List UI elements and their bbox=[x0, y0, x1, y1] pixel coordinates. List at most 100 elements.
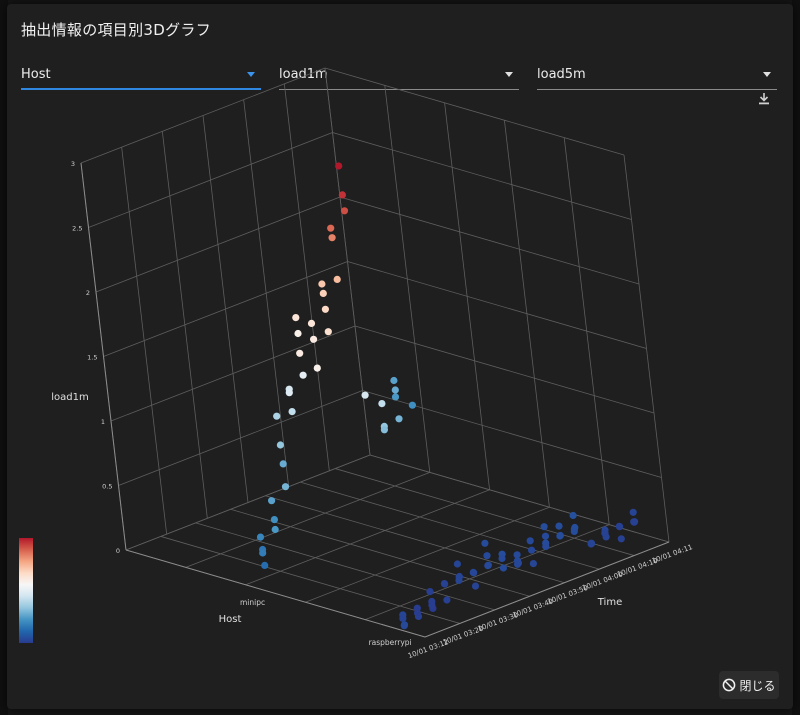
download-icon[interactable] bbox=[757, 92, 771, 106]
floor-grid-time bbox=[265, 495, 565, 584]
data-point bbox=[428, 601, 436, 609]
data-point bbox=[630, 518, 638, 526]
data-point bbox=[629, 508, 637, 516]
data-point bbox=[292, 314, 300, 322]
graph-dialog: 抽出情報の項目別3Dグラフ Host load1m load5m 閉じる bbox=[7, 4, 793, 709]
data-point bbox=[310, 335, 318, 343]
data-point bbox=[340, 207, 349, 215]
data-point bbox=[395, 415, 403, 423]
floor-grid-time bbox=[369, 454, 670, 543]
data-point bbox=[469, 568, 477, 577]
data-point bbox=[453, 560, 461, 568]
data-point bbox=[541, 532, 550, 540]
floor-grid-host bbox=[305, 506, 550, 603]
dialog-title: 抽出情報の項目別3Dグラフ bbox=[21, 21, 211, 39]
chevron-down-icon bbox=[505, 72, 513, 77]
data-point bbox=[471, 582, 480, 590]
data-point bbox=[271, 525, 279, 534]
z-tick-label: 0 bbox=[116, 547, 120, 555]
color-select[interactable]: load5m bbox=[537, 59, 777, 90]
time-axis-line bbox=[424, 541, 670, 638]
host-tick-label: minipc bbox=[240, 598, 265, 607]
data-point bbox=[259, 549, 267, 557]
data-point bbox=[570, 527, 578, 536]
floor-grid-host bbox=[245, 489, 490, 586]
data-point bbox=[484, 562, 492, 570]
x-axis-select-value: Host bbox=[21, 67, 51, 82]
data-point bbox=[276, 441, 284, 449]
floor-grid-host bbox=[125, 454, 371, 551]
floor-grid-time bbox=[300, 481, 600, 570]
sidewall-grid-horizontal bbox=[347, 261, 647, 349]
block-icon bbox=[723, 678, 736, 692]
data-point bbox=[268, 497, 276, 505]
floor-grid-time bbox=[230, 508, 530, 597]
data-point bbox=[324, 328, 332, 336]
z-tick-label: 3 bbox=[71, 160, 75, 168]
data-point bbox=[529, 560, 538, 568]
data-point bbox=[380, 426, 388, 434]
sidewall-grid-horizontal bbox=[324, 67, 625, 156]
sidewall-grid-horizontal bbox=[339, 196, 640, 285]
backwall-grid-horizontal bbox=[103, 261, 348, 357]
close-button[interactable]: 閉じる bbox=[719, 671, 779, 699]
data-point bbox=[256, 533, 265, 541]
floor-grid-time bbox=[160, 536, 460, 624]
data-point bbox=[338, 191, 346, 199]
floor-grid-time bbox=[335, 468, 635, 556]
data-point bbox=[335, 162, 343, 170]
x-axis-select[interactable]: Host bbox=[21, 59, 261, 90]
data-point bbox=[540, 523, 548, 531]
background-page-left-edge bbox=[0, 0, 8, 715]
host-tick-label: raspberrypi bbox=[369, 638, 412, 647]
data-point bbox=[526, 537, 534, 545]
data-point bbox=[601, 529, 609, 537]
colorbar bbox=[19, 538, 33, 643]
data-point bbox=[319, 289, 327, 297]
z-tick-label: 1.5 bbox=[87, 354, 97, 362]
data-point bbox=[390, 376, 398, 385]
chevron-down-icon bbox=[763, 72, 771, 77]
background-page-right-edge bbox=[792, 0, 800, 715]
data-point bbox=[281, 483, 290, 491]
data-point bbox=[499, 564, 507, 572]
data-point bbox=[440, 580, 448, 588]
data-point bbox=[483, 552, 491, 560]
data-point bbox=[361, 391, 369, 399]
data-point bbox=[327, 224, 335, 232]
data-point bbox=[455, 576, 463, 585]
data-point bbox=[285, 389, 293, 397]
data-point bbox=[617, 535, 625, 543]
z-tick-label: 2.5 bbox=[72, 225, 82, 233]
data-point bbox=[400, 622, 408, 630]
z-tick-label: 2 bbox=[86, 289, 90, 297]
data-point bbox=[296, 349, 304, 357]
y-axis-title: Time bbox=[597, 597, 622, 608]
backwall-grid-horizontal bbox=[88, 132, 333, 228]
data-point bbox=[318, 280, 326, 288]
backwall-grid-horizontal bbox=[95, 196, 341, 293]
data-point bbox=[513, 551, 521, 559]
data-point bbox=[378, 400, 386, 408]
data-point bbox=[333, 275, 341, 283]
floor-grid-time bbox=[195, 522, 495, 611]
data-point bbox=[399, 614, 407, 623]
data-point bbox=[556, 532, 564, 540]
data-point bbox=[328, 234, 336, 242]
data-point bbox=[443, 596, 451, 604]
close-button-label: 閉じる bbox=[739, 678, 776, 693]
data-point bbox=[270, 516, 278, 524]
data-point bbox=[261, 561, 269, 570]
data-point bbox=[294, 329, 302, 338]
data-point bbox=[481, 539, 489, 547]
data-point bbox=[587, 540, 595, 548]
backwall-grid-horizontal bbox=[118, 390, 363, 486]
plot-grid bbox=[80, 67, 670, 638]
data-point bbox=[413, 609, 422, 617]
x-axis-title: Host bbox=[219, 614, 242, 625]
data-point bbox=[307, 319, 316, 327]
host-axis-line bbox=[125, 549, 426, 638]
data-points bbox=[256, 162, 639, 630]
